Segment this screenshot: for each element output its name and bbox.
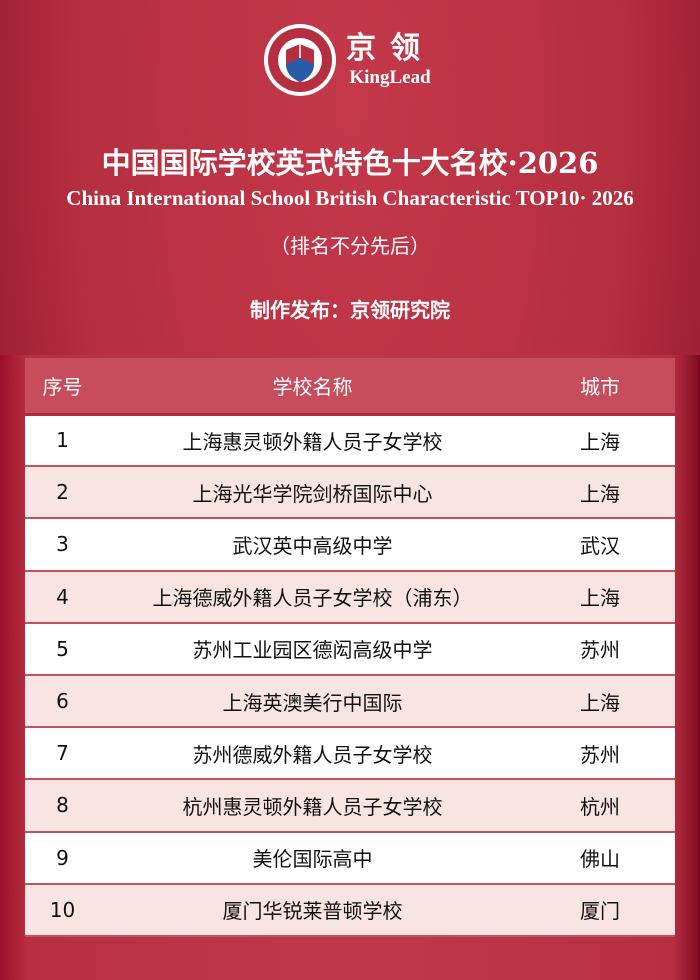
cell-index: 2 bbox=[25, 466, 100, 520]
header-city: 城市 bbox=[525, 358, 675, 416]
table-row: 9 美伦国际高中 佛山 bbox=[25, 831, 675, 885]
table-row: 10 厦门华锐莱普顿学校 厦门 bbox=[25, 883, 675, 937]
publisher: 制作发布：京领研究院 bbox=[250, 298, 450, 322]
cell-index: 8 bbox=[25, 779, 100, 833]
cell-city: 上海 bbox=[525, 570, 675, 624]
cell-index: 5 bbox=[25, 622, 100, 676]
cell-index: 10 bbox=[25, 883, 100, 937]
cell-city: 上海 bbox=[525, 674, 675, 729]
cell-school: 苏州工业园区德闳高级中学 bbox=[100, 622, 525, 676]
cell-school: 苏州德威外籍人员子女学校 bbox=[100, 727, 525, 781]
cell-index: 1 bbox=[25, 414, 100, 468]
table-row: 4 上海德威外籍人员子女学校（浦东） 上海 bbox=[25, 570, 675, 624]
cell-city: 武汉 bbox=[525, 518, 675, 572]
cell-city: 上海 bbox=[525, 466, 675, 520]
kinglead-emblem-icon bbox=[264, 24, 336, 96]
cell-city: 上海 bbox=[525, 414, 675, 468]
cell-school: 上海德威外籍人员子女学校（浦东） bbox=[100, 570, 525, 624]
page-title-en: China International School British Chara… bbox=[66, 186, 634, 210]
logo: 京领 KingLead bbox=[262, 22, 434, 98]
cell-index: 9 bbox=[25, 831, 100, 885]
cell-school: 武汉英中高级中学 bbox=[100, 518, 525, 572]
cell-school: 上海光华学院剑桥国际中心 bbox=[100, 466, 525, 520]
cell-index: 6 bbox=[25, 674, 100, 729]
header-index: 序号 bbox=[25, 358, 100, 416]
cell-school: 厦门华锐莱普顿学校 bbox=[100, 883, 525, 937]
cell-city: 佛山 bbox=[525, 831, 675, 885]
table-row: 3 武汉英中高级中学 武汉 bbox=[25, 518, 675, 572]
cell-city: 杭州 bbox=[525, 779, 675, 833]
header-school: 学校名称 bbox=[100, 358, 525, 416]
table-row: 5 苏州工业园区德闳高级中学 苏州 bbox=[25, 622, 675, 676]
cell-index: 3 bbox=[25, 518, 100, 572]
cell-school: 上海惠灵顿外籍人员子女学校 bbox=[100, 414, 525, 468]
page-title: 中国国际学校英式特色十大名校·2026 bbox=[101, 146, 599, 180]
cell-city: 苏州 bbox=[525, 622, 675, 676]
brand-cn: 京领 bbox=[346, 31, 434, 66]
table-row: 1 上海惠灵顿外籍人员子女学校 上海 bbox=[25, 414, 675, 468]
table-row: 6 上海英澳美行中国际 上海 bbox=[25, 674, 675, 729]
cell-school: 杭州惠灵顿外籍人员子女学校 bbox=[100, 779, 525, 833]
cell-city: 苏州 bbox=[525, 727, 675, 781]
ranking-table: 序号 学校名称 城市 1 上海惠灵顿外籍人员子女学校 上海 2 上海光华学院剑桥国际中心… bbox=[25, 358, 675, 937]
ranking-note: （排名不分先后） bbox=[270, 234, 430, 258]
table-row: 2 上海光华学院剑桥国际中心 上海 bbox=[25, 466, 675, 520]
cell-school: 上海英澳美行中国际 bbox=[100, 674, 525, 729]
cell-school: 美伦国际高中 bbox=[100, 831, 525, 885]
table-header: 序号 学校名称 城市 bbox=[25, 358, 675, 416]
table-row: 7 苏州德威外籍人员子女学校 苏州 bbox=[25, 727, 675, 781]
cell-index: 4 bbox=[25, 570, 100, 624]
table-row: 8 杭州惠灵顿外籍人员子女学校 杭州 bbox=[25, 779, 675, 833]
cell-index: 7 bbox=[25, 727, 100, 781]
brand-en: KingLead bbox=[349, 67, 431, 88]
cell-city: 厦门 bbox=[525, 883, 675, 937]
